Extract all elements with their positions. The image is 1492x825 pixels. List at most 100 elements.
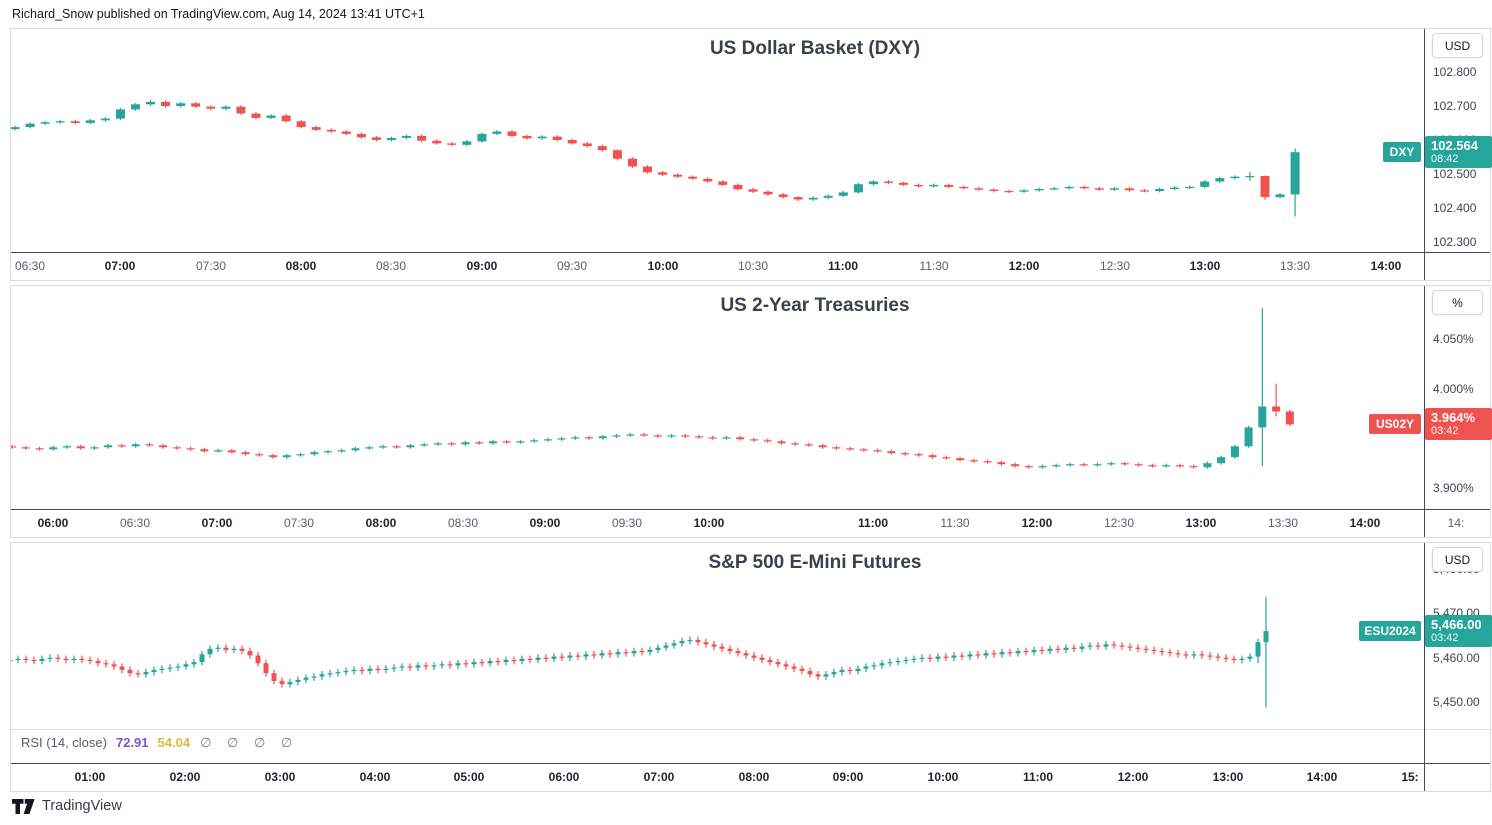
candle — [417, 134, 427, 142]
candle — [640, 432, 648, 437]
candle — [1124, 186, 1134, 192]
dxy-price-flag: 102.564 08:42 — [1425, 136, 1492, 168]
price-axis-separator — [1424, 543, 1425, 791]
candle — [1127, 643, 1133, 651]
candle — [585, 435, 594, 440]
candle — [935, 653, 941, 663]
candle — [631, 647, 637, 657]
candle — [567, 138, 577, 145]
candle — [200, 447, 209, 453]
candle — [55, 119, 65, 124]
candle — [759, 654, 765, 664]
candle — [599, 649, 605, 659]
published-byline: Richard_Snow published on TradingView.co… — [12, 7, 425, 21]
candle — [989, 188, 999, 193]
candle — [899, 181, 908, 187]
time-axis-label: 07:00 — [643, 770, 675, 784]
candle — [575, 652, 581, 660]
candle — [1215, 653, 1221, 661]
candle — [127, 666, 133, 677]
candle — [207, 645, 213, 658]
candle — [475, 440, 484, 445]
candle — [263, 659, 269, 677]
candle — [423, 662, 429, 670]
candle — [527, 655, 533, 664]
es-chart-area[interactable]: S&P 500 E-Mini Futures RSI (14, close) 72… — [11, 543, 1492, 791]
candle — [767, 656, 773, 666]
candle — [1185, 185, 1195, 189]
candle — [839, 666, 845, 676]
candle — [471, 658, 477, 668]
us02y-candles-canvas[interactable] — [11, 286, 1424, 509]
candle — [463, 659, 469, 668]
es-time-axis[interactable]: 01:00 02:00 03:00 04:00 05:00 06:00 07:00 08:00… — [11, 763, 1490, 791]
candle — [455, 659, 461, 669]
candle — [1151, 646, 1157, 655]
candle — [612, 149, 622, 161]
candle — [1111, 641, 1117, 649]
candle — [269, 453, 278, 459]
candle — [846, 446, 855, 451]
time-axis-label: 06:00 — [37, 516, 69, 530]
candle — [914, 183, 924, 188]
candle — [100, 117, 110, 122]
candle — [552, 135, 562, 142]
time-axis-label: 14:00 — [1370, 259, 1402, 273]
us02y-chart-area[interactable]: US 2-Year Treasuries % 4.050% 4.000% 3.900… — [11, 286, 1492, 537]
candle — [1207, 652, 1213, 660]
rsi-ma-value: 54.04 — [157, 735, 191, 750]
candle — [87, 656, 93, 665]
candle — [623, 648, 629, 657]
candle — [337, 448, 346, 453]
currency-toggle-button[interactable]: USD — [1432, 547, 1483, 572]
candle — [1290, 148, 1300, 217]
candle — [1064, 185, 1074, 190]
candle — [847, 666, 853, 675]
candle — [191, 658, 197, 668]
tradingview-brand-link[interactable]: TradingView — [12, 798, 122, 814]
candle — [281, 114, 291, 123]
rsi-indicator-row[interactable]: RSI (14, close) 72.91 54.04 ∅ ∅ ∅ ∅ — [21, 735, 298, 751]
candle — [40, 121, 50, 125]
candle — [895, 657, 901, 666]
candle — [1140, 189, 1149, 193]
candle — [172, 445, 181, 450]
percent-toggle-button[interactable]: % — [1432, 290, 1483, 315]
candle — [647, 646, 653, 656]
candle — [695, 434, 703, 439]
candle — [855, 665, 861, 675]
candle — [303, 674, 309, 684]
candle — [1191, 651, 1197, 659]
time-axis-label: 02:00 — [169, 770, 201, 784]
candle — [1170, 186, 1180, 191]
dxy-time-axis[interactable]: 06:30 07:00 07:30 08:00 08:30 09:00 09:30 10:00… — [11, 252, 1490, 280]
candle — [975, 651, 981, 659]
candle — [70, 119, 80, 125]
candle — [39, 655, 45, 665]
candle — [1260, 175, 1270, 200]
candle — [612, 433, 621, 438]
es-candles-canvas[interactable] — [11, 543, 1424, 763]
candle — [559, 653, 565, 661]
candle — [447, 661, 453, 669]
candle — [679, 637, 685, 647]
candle — [241, 450, 250, 456]
time-axis-label: 11:00 — [1022, 770, 1054, 784]
candle — [626, 432, 635, 437]
dxy-symbol-flag: DXY — [1383, 142, 1421, 162]
candle — [1095, 642, 1101, 650]
candle — [161, 100, 171, 108]
candle — [131, 102, 140, 111]
candle — [420, 442, 429, 447]
candle — [279, 677, 285, 688]
currency-toggle-button[interactable]: USD — [1432, 33, 1483, 58]
candle — [879, 659, 885, 669]
us02y-time-axis[interactable]: 06:00 06:30 07:00 07:30 08:00 08:30 09:00 09:30… — [11, 509, 1490, 537]
candle — [1134, 462, 1143, 467]
candle — [1120, 461, 1129, 466]
time-axis-label: 09:00 — [466, 259, 498, 273]
dxy-chart-area[interactable]: US Dollar Basket (DXY) USD 102.800 102.70… — [11, 29, 1492, 280]
dxy-candles-canvas[interactable] — [11, 29, 1424, 252]
candle — [326, 128, 336, 133]
candle — [492, 130, 502, 136]
